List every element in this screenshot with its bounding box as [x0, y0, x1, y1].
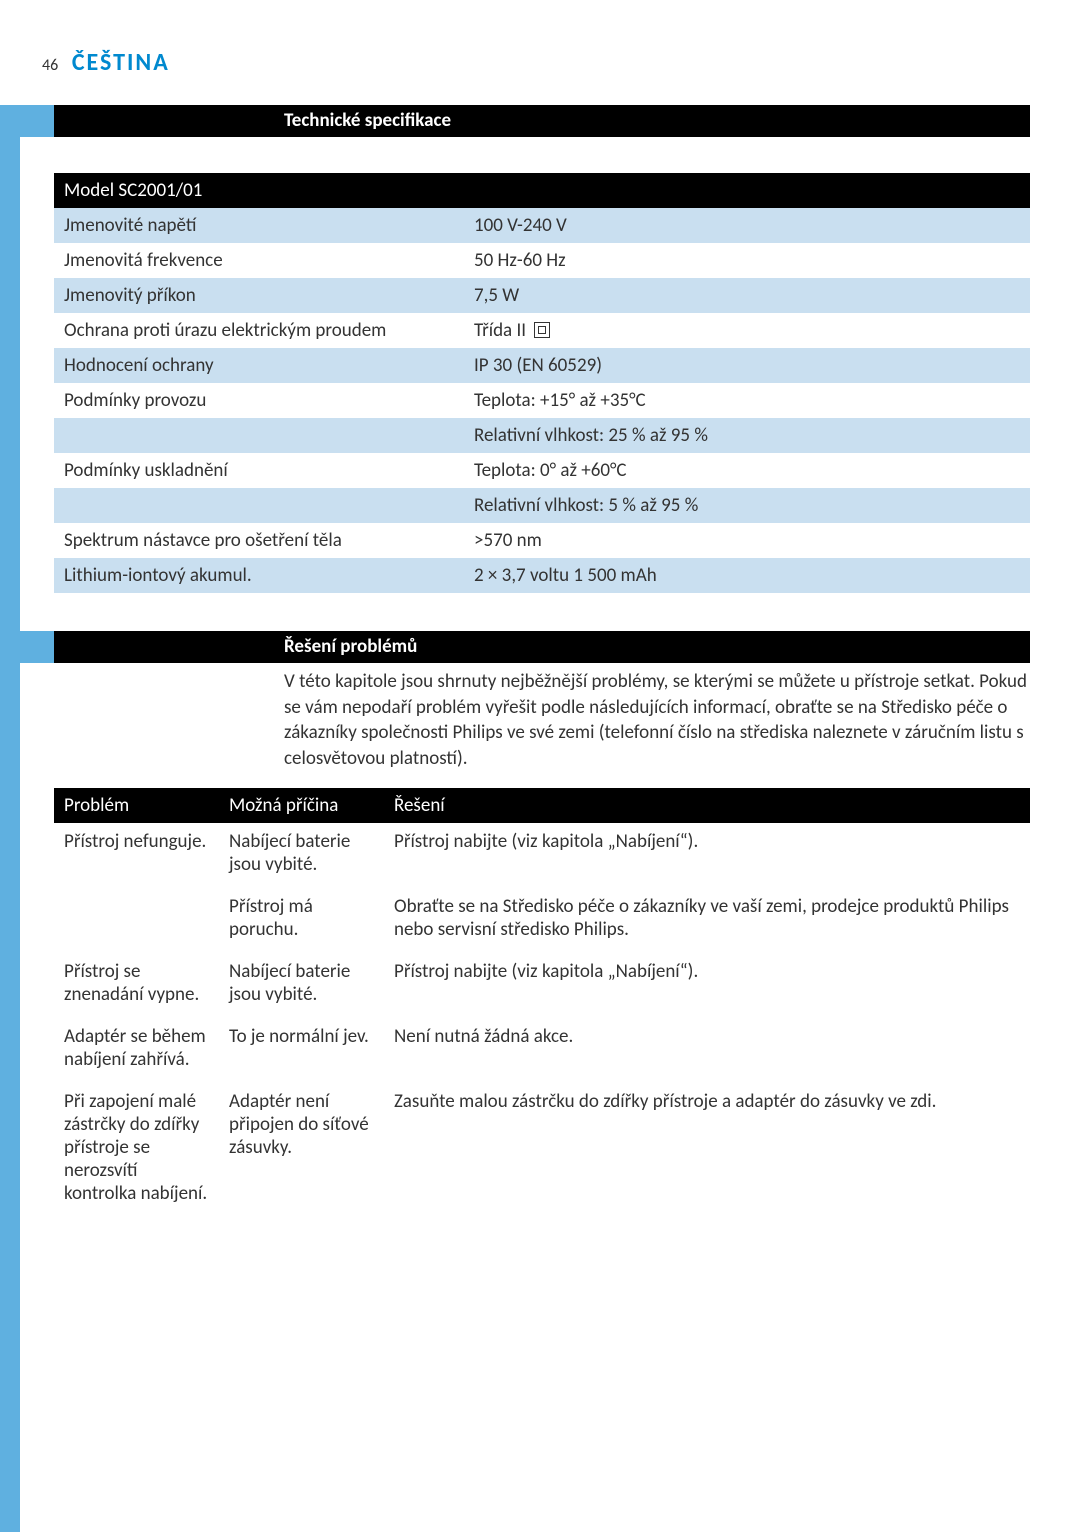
spec-label: Ochrana proti úrazu elektrickým proudem: [54, 313, 464, 348]
section-title: Řešení problémů: [54, 635, 1030, 658]
cause-cell: Přístroj má poruchu.: [219, 888, 384, 953]
left-margin-bar: [0, 105, 20, 1532]
th-cause: Možná příčina: [219, 788, 384, 823]
solution-cell: Přístroj nabijte (viz kapitola „Nabíjení…: [384, 823, 1030, 888]
spec-value: Relativní vlhkost: 5 % až 95 %: [464, 488, 1030, 523]
spec-label: Jmenovitý příkon: [54, 278, 464, 313]
spec-value: Třída II: [464, 313, 1030, 348]
table-row: Podmínky provozuTeplota: +15° až +35°C: [54, 383, 1030, 418]
table-row: Jmenovitá frekvence50 Hz-60 Hz: [54, 243, 1030, 278]
solution-cell: Přístroj nabijte (viz kapitola „Nabíjení…: [384, 953, 1030, 1018]
section-title: Technické specifikace: [54, 109, 1030, 132]
troubleshooting-intro: V této kapitole jsou shrnuty nejběžnější…: [284, 669, 1030, 772]
section-troubleshooting: Řešení problémů: [20, 631, 1030, 663]
troubleshooting-table: Problém Možná příčina Řešení Přístroj ne…: [54, 788, 1030, 1217]
spec-value: IP 30 (EN 60529): [464, 348, 1030, 383]
spec-label: Hodnocení ochrany: [54, 348, 464, 383]
problem-cell: Při zapojení malé zástrčky do zdířky pří…: [54, 1083, 219, 1217]
spec-value: Teplota: +15° až +35°C: [464, 383, 1030, 418]
table-row: Ochrana proti úrazu elektrickým proudemT…: [54, 313, 1030, 348]
spec-value: 2 × 3,7 voltu 1 500 mAh: [464, 558, 1030, 593]
table-row: Adaptér se během nabíjení zahřívá.To je …: [54, 1018, 1030, 1083]
cause-cell: Nabíjecí baterie jsou vybité.: [219, 953, 384, 1018]
cause-cell: To je normální jev.: [219, 1018, 384, 1083]
spec-value: Relativní vlhkost: 25 % až 95 %: [464, 418, 1030, 453]
cause-cell: Adaptér není připojen do síťové zásuvky.: [219, 1083, 384, 1217]
table-row: Jmenovité napětí100 V-240 V: [54, 208, 1030, 243]
table-row: Spektrum nástavce pro ošetření těla>570 …: [54, 523, 1030, 558]
problem-cell: [54, 888, 219, 953]
section-technical-spec: Technické specifikace: [20, 105, 1030, 137]
spec-value: Teplota: 0° až +60°C: [464, 453, 1030, 488]
th-solution: Řešení: [384, 788, 1030, 823]
spec-value: >570 nm: [464, 523, 1030, 558]
spec-label: Jmenovité napětí: [54, 208, 464, 243]
table-row: Přístroj se znenadání vypne.Nabíjecí bat…: [54, 953, 1030, 1018]
solution-cell: Není nutná žádná akce.: [384, 1018, 1030, 1083]
table-row: Přístroj má poruchu.Obraťte se na Středi…: [54, 888, 1030, 953]
table-row: Relativní vlhkost: 25 % až 95 %: [54, 418, 1030, 453]
problem-cell: Přístroj se znenadání vypne.: [54, 953, 219, 1018]
spec-table: Model SC2001/01 Jmenovité napětí100 V-24…: [54, 173, 1030, 593]
solution-cell: Zasuňte malou zástrčku do zdířky přístro…: [384, 1083, 1030, 1217]
table-row: Přístroj nefunguje.Nabíjecí baterie jsou…: [54, 823, 1030, 888]
table-row: Při zapojení malé zástrčky do zdířky pří…: [54, 1083, 1030, 1217]
class-ii-icon: [534, 322, 550, 338]
spec-table-header: Model SC2001/01: [54, 173, 1030, 208]
section-accent: [20, 631, 54, 663]
spec-label: Spektrum nástavce pro ošetření těla: [54, 523, 464, 558]
spec-label: Podmínky uskladnění: [54, 453, 464, 488]
spec-label: Podmínky provozu: [54, 383, 464, 418]
table-row: Relativní vlhkost: 5 % až 95 %: [54, 488, 1030, 523]
problem-cell: Adaptér se během nabíjení zahřívá.: [54, 1018, 219, 1083]
spec-value: 100 V-240 V: [464, 208, 1030, 243]
spec-value: 7,5 W: [464, 278, 1030, 313]
language-heading: ČEŠTINA: [72, 48, 170, 77]
problem-cell: Přístroj nefunguje.: [54, 823, 219, 888]
spec-label: Jmenovitá frekvence: [54, 243, 464, 278]
section-title-bar: Technické specifikace: [54, 105, 1030, 137]
section-accent: [20, 105, 54, 137]
page-content: 46 ČEŠTINA Technické specifikace Model S…: [0, 0, 1080, 1217]
spec-label: [54, 488, 464, 523]
table-row: Podmínky uskladněníTeplota: 0° až +60°C: [54, 453, 1030, 488]
table-row: Jmenovitý příkon7,5 W: [54, 278, 1030, 313]
spec-label: [54, 418, 464, 453]
spec-value: 50 Hz-60 Hz: [464, 243, 1030, 278]
spec-label: Lithium-iontový akumul.: [54, 558, 464, 593]
cause-cell: Nabíjecí baterie jsou vybité.: [219, 823, 384, 888]
solution-cell: Obraťte se na Středisko péče o zákazníky…: [384, 888, 1030, 953]
page-number: 46: [42, 56, 58, 75]
table-row: Hodnocení ochranyIP 30 (EN 60529): [54, 348, 1030, 383]
table-row: Lithium-iontový akumul.2 × 3,7 voltu 1 5…: [54, 558, 1030, 593]
page-header: 46 ČEŠTINA: [20, 48, 1030, 77]
th-problem: Problém: [54, 788, 219, 823]
section-title-bar: Řešení problémů: [54, 631, 1030, 663]
